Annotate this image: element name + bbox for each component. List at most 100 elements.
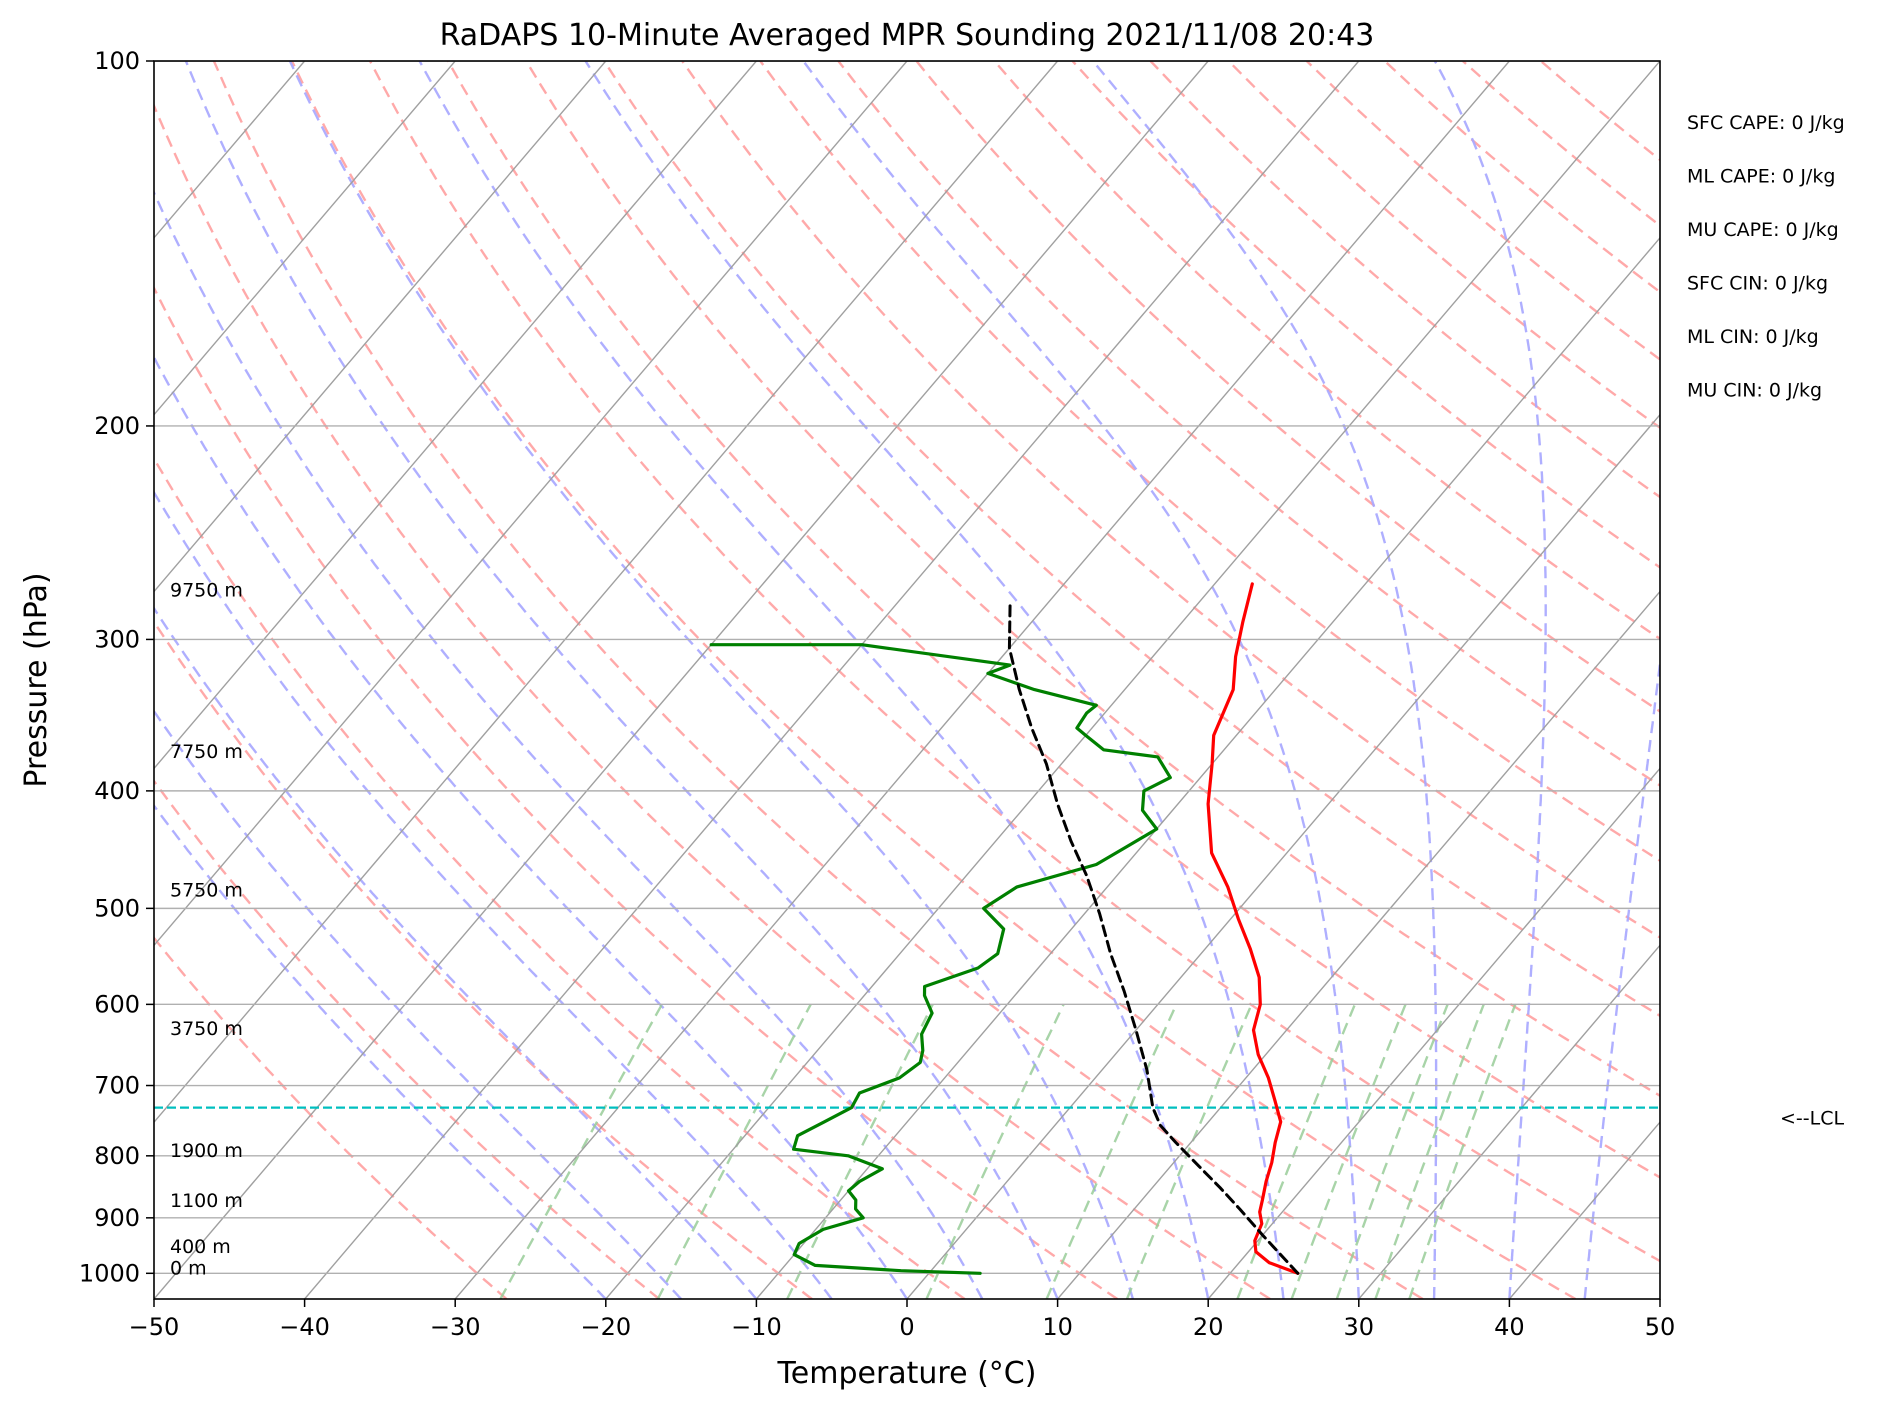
x-tick-label: 20 bbox=[1193, 1313, 1224, 1341]
x-tick-label: −50 bbox=[129, 1313, 180, 1341]
y-tick-label: 300 bbox=[94, 625, 140, 653]
isotherm bbox=[755, 236, 1660, 1299]
height-label: 5750 m bbox=[170, 880, 243, 902]
dry-adiabat bbox=[154, 619, 813, 1299]
y-tick-label: 1000 bbox=[79, 1259, 140, 1287]
moist-adiabat bbox=[802, 61, 1361, 1299]
moist-adiabat bbox=[418, 61, 1210, 1299]
mixing-ratio-line bbox=[925, 1003, 1065, 1299]
height-label: 1900 m bbox=[170, 1140, 243, 1162]
x-tick-label: 50 bbox=[1645, 1313, 1676, 1341]
lcl-label: <--LCL bbox=[1780, 1108, 1844, 1130]
moist-adiabat bbox=[1583, 654, 1660, 1299]
x-tick-label: −10 bbox=[731, 1313, 782, 1341]
dry-adiabat bbox=[154, 779, 661, 1299]
moist-adiabat bbox=[288, 61, 1135, 1299]
dry-adiabat bbox=[1071, 61, 1660, 569]
mixing-ratio-line bbox=[1408, 1003, 1517, 1299]
moist-adiabat bbox=[154, 490, 833, 1299]
mixing-ratio-line bbox=[1236, 1003, 1357, 1299]
dry-adiabat bbox=[681, 61, 1660, 939]
y-tick-label: 900 bbox=[94, 1204, 140, 1232]
dry-adiabat bbox=[915, 61, 1660, 713]
mixing-ratio-line bbox=[1335, 1003, 1449, 1299]
x-tick-label: 10 bbox=[1042, 1313, 1073, 1341]
dry-adiabat bbox=[603, 61, 1660, 1018]
x-tick-label: −20 bbox=[580, 1313, 631, 1341]
axes: −50 −40 −30 −20 −10 0 10 20 30 40 50 100 200 300 400 50… bbox=[79, 47, 1675, 1341]
stability-index: SFC CIN: 0 J/kg bbox=[1687, 273, 1828, 295]
y-axis-title: Pressure (hPa) bbox=[19, 572, 54, 787]
moist-adiabat bbox=[584, 61, 1285, 1299]
x-tick-label: −30 bbox=[430, 1313, 481, 1341]
moist-adiabat bbox=[184, 61, 1059, 1299]
x-tick-label: 30 bbox=[1344, 1313, 1375, 1341]
temperature-profile bbox=[1206, 582, 1300, 1275]
height-label: 0 m bbox=[170, 1257, 207, 1279]
moist-adiabat bbox=[154, 803, 607, 1299]
stability-index: MU CAPE: 0 J/kg bbox=[1687, 219, 1839, 241]
x-tick-label: −40 bbox=[279, 1313, 330, 1341]
mixing-ratio-line bbox=[499, 1003, 664, 1299]
stability-index: SFC CAPE: 0 J/kg bbox=[1687, 112, 1845, 134]
isotherm bbox=[154, 61, 607, 593]
isotherm bbox=[304, 61, 1360, 1299]
isotherm bbox=[605, 61, 1660, 1299]
moist-adiabat bbox=[154, 354, 908, 1299]
y-tick-label: 700 bbox=[94, 1072, 140, 1100]
isotherm bbox=[154, 61, 1209, 1299]
moist-adiabat bbox=[154, 709, 682, 1299]
dry-adiabat bbox=[154, 456, 966, 1299]
stability-index: MU CIN: 0 J/kg bbox=[1687, 380, 1822, 402]
dry-adiabat bbox=[993, 61, 1660, 641]
dry-adiabat bbox=[154, 102, 1271, 1299]
dry-adiabat bbox=[290, 61, 1577, 1299]
isotherm bbox=[1207, 767, 1660, 1299]
x-tick-label: 0 bbox=[899, 1313, 914, 1341]
dry-adiabat bbox=[368, 61, 1660, 1263]
dewpoint-profile bbox=[709, 643, 1172, 1275]
height-label: 3750 m bbox=[170, 1018, 243, 1040]
height-label: 7750 m bbox=[170, 741, 243, 763]
dry-adiabat bbox=[837, 61, 1660, 787]
isotherm bbox=[154, 61, 908, 947]
height-label: 1100 m bbox=[170, 1190, 243, 1212]
x-axis-title: Temperature (°C) bbox=[777, 1356, 1037, 1391]
pressure-gridlines bbox=[154, 61, 1660, 1275]
mixing-ratio-line bbox=[656, 1003, 812, 1299]
isotherm bbox=[154, 61, 456, 416]
y-tick-label: 600 bbox=[94, 990, 140, 1018]
moist-adiabat bbox=[154, 606, 758, 1299]
annotations: 9750 m 7750 m 5750 m 3750 m 1900 m 1100 m 400 … bbox=[170, 112, 1845, 1279]
mixing-ratio-line bbox=[1374, 1003, 1485, 1299]
dry-adiabat bbox=[154, 285, 1119, 1299]
stability-index: ML CAPE: 0 J/kg bbox=[1687, 166, 1835, 188]
dry-adiabat bbox=[154, 936, 508, 1299]
moist-adiabat bbox=[1091, 61, 1438, 1299]
isotherm bbox=[154, 61, 1059, 1124]
mixing-ratio-line bbox=[1045, 1003, 1178, 1299]
dry-adiabat bbox=[446, 61, 1660, 1179]
isotherm bbox=[1057, 590, 1660, 1299]
parcel-profile bbox=[1007, 601, 1300, 1275]
background-lines bbox=[154, 61, 1660, 1299]
chart-title: RaDAPS 10-Minute Averaged MPR Sounding 2… bbox=[440, 18, 1375, 53]
y-tick-label: 400 bbox=[94, 777, 140, 805]
stability-index: ML CIN: 0 J/kg bbox=[1687, 326, 1819, 348]
y-tick-label: 800 bbox=[94, 1142, 140, 1170]
y-tick-label: 500 bbox=[94, 894, 140, 922]
moist-adiabat bbox=[1433, 61, 1547, 1299]
y-tick-label: 200 bbox=[94, 412, 140, 440]
height-label: 9750 m bbox=[170, 580, 243, 602]
y-tick-label: 100 bbox=[94, 47, 140, 75]
isotherm bbox=[1358, 944, 1660, 1299]
isotherm bbox=[154, 61, 757, 770]
height-label: 400 m bbox=[170, 1236, 231, 1258]
isotherm bbox=[906, 413, 1660, 1299]
isotherm bbox=[1659, 1297, 1660, 1299]
mixing-ratio-line bbox=[1125, 1003, 1253, 1299]
moist-adiabat bbox=[154, 189, 984, 1299]
dry-adiabat bbox=[759, 61, 1660, 863]
